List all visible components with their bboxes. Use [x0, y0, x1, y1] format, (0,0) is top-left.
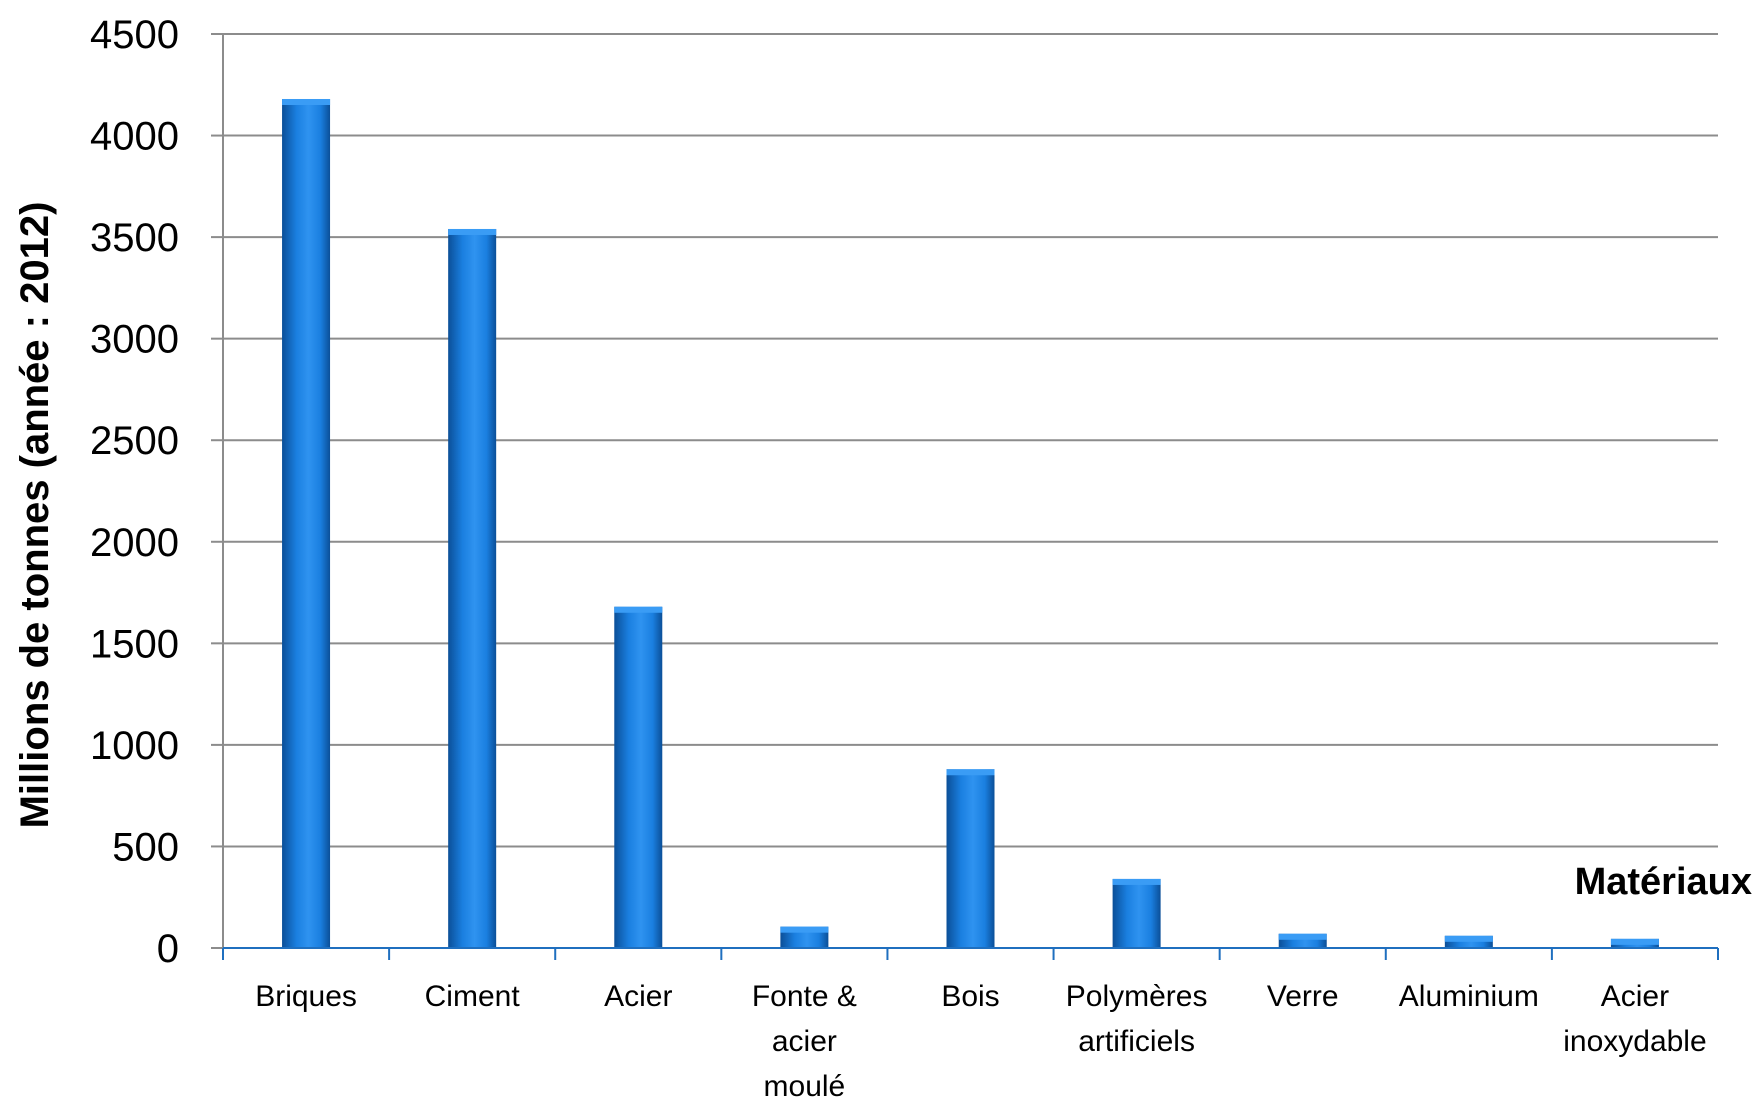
y-tick-label: 3500	[90, 216, 179, 260]
x-tick-label: Verre	[1267, 980, 1339, 1013]
bar-top	[1112, 878, 1161, 885]
bar	[780, 926, 829, 948]
bar-top	[614, 606, 663, 613]
bars	[282, 98, 1659, 949]
bar-top	[1444, 935, 1493, 942]
x-tick-label: Acier	[604, 980, 672, 1013]
bar-body	[282, 98, 331, 949]
bar	[282, 98, 331, 949]
bar-top	[448, 228, 497, 235]
bar	[1278, 933, 1327, 948]
x-tick-label: Bois	[941, 980, 999, 1013]
bar-body	[448, 228, 497, 948]
y-tick-label: 1000	[90, 724, 179, 768]
x-tick-label: Aluminium	[1399, 980, 1539, 1013]
bar	[1112, 878, 1161, 948]
x-tick-label: Acier inoxydable	[1563, 980, 1706, 1058]
bar-top	[282, 98, 331, 105]
y-tick-label: 500	[112, 825, 179, 869]
y-tick-label: 2500	[90, 419, 179, 463]
bar	[448, 228, 497, 948]
bar-top	[1278, 933, 1327, 940]
y-tick-label: 2000	[90, 521, 179, 565]
y-tick-label: 4500	[90, 13, 179, 57]
bar-top	[946, 769, 995, 776]
bar-top	[1610, 938, 1659, 945]
y-axis-label: Millions de tonnes (année : 2012)	[13, 202, 57, 829]
x-tick-label: Ciment	[425, 980, 521, 1013]
bar-body	[1112, 878, 1161, 948]
x-tick-label: Briques	[255, 980, 357, 1013]
y-tick-label: 3000	[90, 318, 179, 362]
y-tick-label: 4000	[90, 115, 179, 159]
bar-top	[780, 926, 829, 933]
bar	[1444, 935, 1493, 948]
bar	[614, 606, 663, 948]
x-axis-ticks: Briques Ciment Acier Fonte & acier moulé Bois P…	[255, 980, 1706, 1102]
x-tick-label: Fonte & acier moulé	[752, 980, 857, 1102]
x-axis	[222, 947, 1719, 960]
bar-body	[614, 606, 663, 948]
bar	[1610, 938, 1659, 948]
bar	[946, 769, 995, 948]
bar-body	[946, 769, 995, 948]
x-axis-label: Matériaux	[1575, 861, 1752, 903]
x-tick-label: Polymères artificiels	[1066, 980, 1208, 1058]
y-tick-label: 1500	[90, 622, 179, 666]
y-axis-ticks: 0 500 1000 1500 2000 2500 3000 3500 4000 4500	[90, 13, 179, 971]
y-tick-label: 0	[157, 927, 179, 971]
